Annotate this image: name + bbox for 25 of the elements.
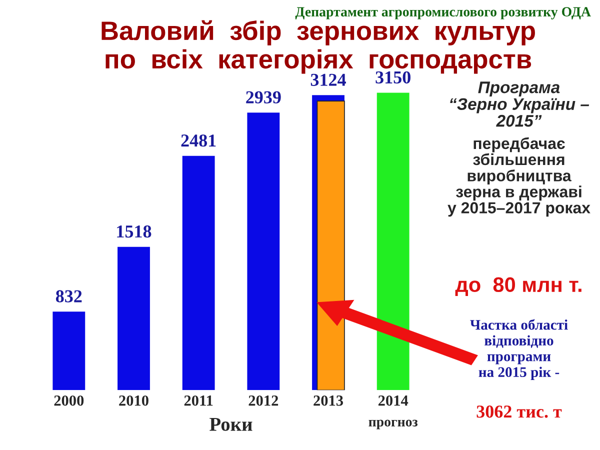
bar — [182, 156, 215, 390]
text: прогноз — [368, 420, 418, 430]
bar — [118, 246, 150, 390]
text: передбачає збільшення виробництва зерна в державі у 2015–2017 роках — [448, 137, 590, 217]
bar — [52, 312, 86, 390]
bar — [376, 92, 410, 390]
text: 3062 тис. т — [476, 406, 562, 418]
data-label: 1518 — [117, 225, 152, 238]
bar — [316, 100, 345, 390]
text: до 80 млн т. — [455, 277, 582, 296]
text: Програма “Зерно України – 2015” — [450, 82, 590, 127]
x-tick-label: 2011 — [184, 395, 213, 406]
x-tick-label: 2000 — [54, 395, 84, 406]
text: Частка області відповідно програми на 2015 рік - — [470, 319, 568, 380]
bar — [247, 112, 280, 390]
data-label: 2481 — [181, 134, 216, 147]
x-tick-label: 2012 — [248, 395, 278, 406]
data-label: 832 — [56, 290, 82, 302]
data-label: 2939 — [246, 91, 281, 104]
x-tick-label: 2013 — [314, 395, 344, 406]
x-tick-label: 2014 — [378, 395, 408, 406]
x-axis-title: Роки — [210, 418, 252, 431]
text: Департамент агропромислового розвитку ОДА — [295, 7, 591, 20]
data-label: 3124 — [310, 74, 346, 86]
x-tick-label: 2010 — [119, 395, 148, 406]
